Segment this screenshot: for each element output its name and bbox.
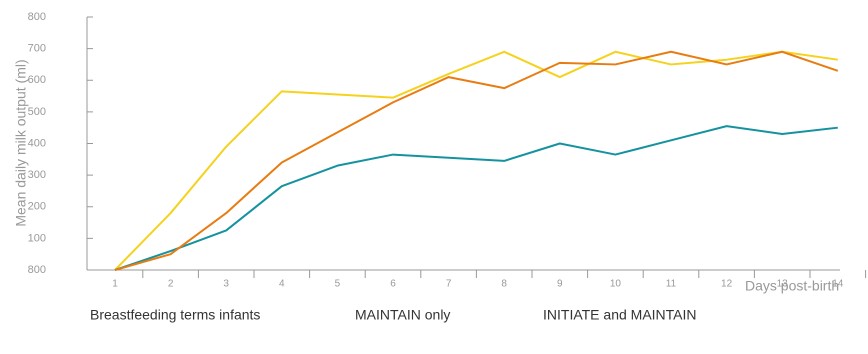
y-tick-label: 200 [28, 201, 46, 213]
y-tick-label: 500 [28, 106, 46, 118]
y-tick-label: 600 [28, 74, 46, 86]
x-tick-label: 6 [390, 279, 396, 290]
x-tick-label: 9 [557, 279, 563, 290]
y-tick-label: 100 [28, 232, 46, 244]
legend-label: MAINTAIN only [355, 307, 450, 323]
x-tick-label: 1 [112, 279, 118, 290]
y-tick-label: 700 [28, 43, 46, 55]
x-tick-label: 12 [721, 279, 733, 290]
x-tick-label: 2 [168, 279, 174, 290]
x-tick-label: 5 [335, 279, 341, 290]
x-tick-label: 11 [666, 279, 677, 290]
y-axis-label: Mean daily milk output (ml) [13, 59, 29, 226]
x-tick-label: 7 [446, 279, 452, 290]
x-tick-label: 4 [279, 279, 285, 290]
legend-label: INITIATE and MAINTAIN [543, 307, 697, 323]
y-tick-label: 800 [28, 264, 46, 276]
line [114, 125, 838, 271]
x-tick-label: 14 [832, 279, 844, 290]
x-axis-label: Days post-birth [745, 278, 839, 294]
legend-label: Breastfeeding terms infants [90, 307, 260, 323]
y-tick-label: 300 [28, 169, 46, 181]
x-tick-label: 3 [223, 279, 229, 290]
x-tick-label: 13 [777, 279, 789, 290]
y-tick-label: 800 [28, 11, 46, 23]
line [114, 50, 839, 271]
x-tick-label: 10 [610, 279, 622, 290]
line [114, 50, 838, 271]
y-tick-label: 400 [28, 137, 46, 149]
x-tick-label: 8 [501, 279, 507, 290]
